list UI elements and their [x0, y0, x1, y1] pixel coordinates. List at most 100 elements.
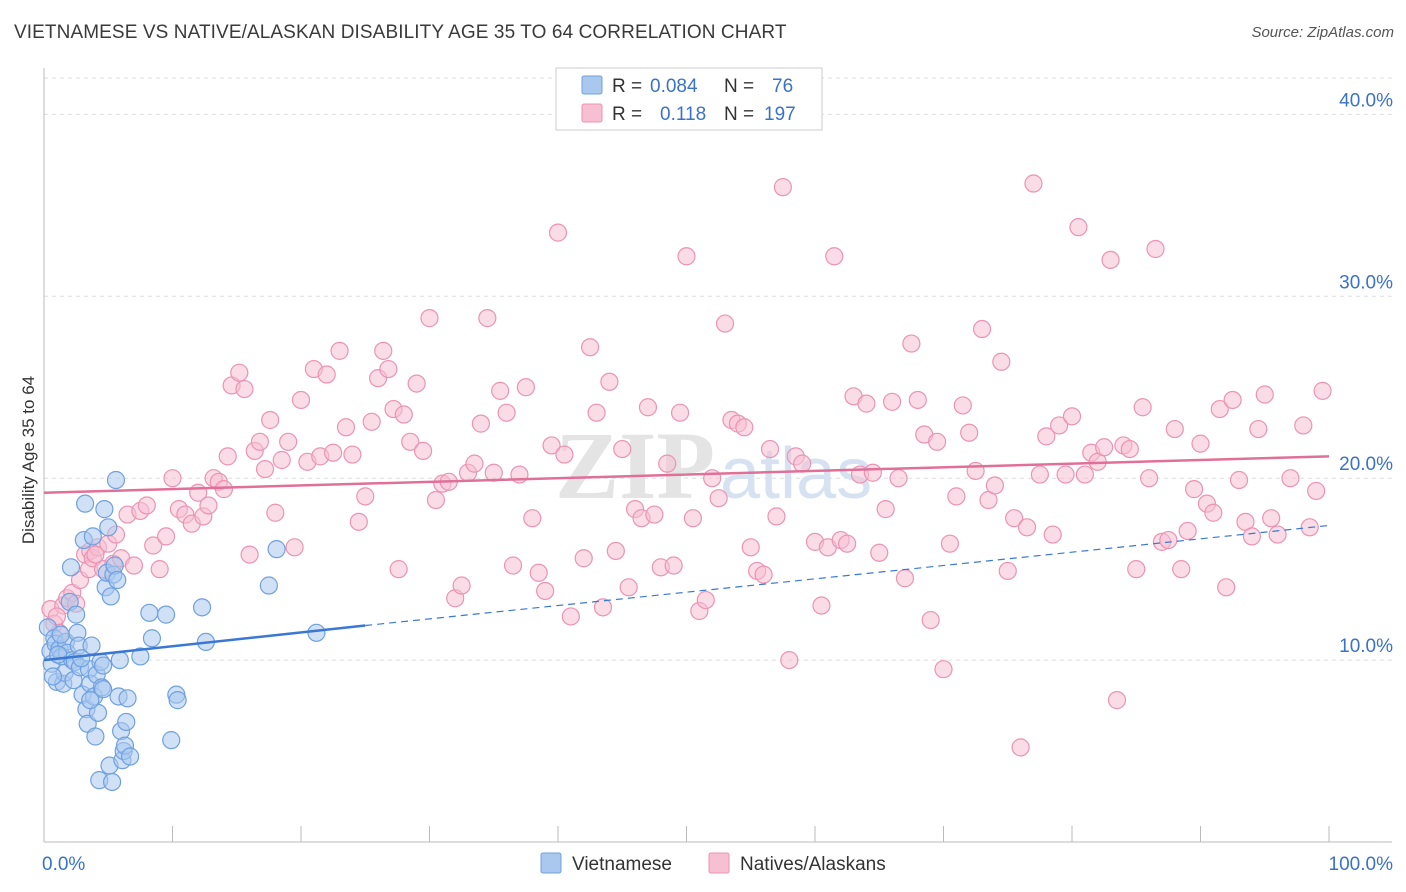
natives-point: [638, 398, 658, 417]
natives-point: [825, 247, 844, 266]
natives-point: [741, 538, 760, 557]
natives-point: [760, 439, 780, 459]
natives-point: [1050, 416, 1069, 435]
bottom-legend-swatch-natives: [708, 852, 730, 874]
vietnamese-point: [94, 680, 113, 699]
natives-point: [593, 598, 613, 617]
natives-point: [1011, 738, 1030, 757]
natives-point: [927, 432, 947, 451]
natives-point: [561, 607, 580, 626]
natives-point: [1037, 427, 1056, 446]
natives-point: [1095, 438, 1114, 457]
natives-point: [1281, 469, 1300, 488]
natives-point: [362, 412, 381, 431]
natives-point: [356, 487, 375, 506]
natives-point: [670, 403, 690, 422]
vietnamese-point: [120, 747, 140, 766]
vietnamese-point: [162, 731, 181, 750]
natives-point: [230, 363, 249, 382]
y-tick-label: 30.0%: [1339, 272, 1393, 293]
bottom-legend-label-vietnamese: Vietnamese: [572, 854, 672, 875]
natives-point: [420, 309, 439, 328]
natives-point: [491, 381, 510, 400]
natives-point: [285, 538, 304, 557]
natives-point: [214, 480, 233, 499]
natives-point: [1127, 560, 1146, 579]
natives-point: [998, 561, 1017, 581]
natives-point: [767, 507, 786, 526]
natives-point: [317, 365, 336, 384]
natives-point: [1146, 239, 1165, 259]
y-tick-label: 20.0%: [1339, 454, 1393, 475]
natives-point: [1210, 399, 1229, 419]
natives-point: [330, 341, 349, 360]
natives-trend-line: [43, 455, 1330, 494]
natives-point: [503, 556, 523, 575]
vietnamese-point: [67, 605, 86, 624]
natives-point: [613, 439, 632, 459]
chart-title: VIETNAMESE VS NATIVE/ALASKAN DISABILITY …: [14, 22, 787, 43]
natives-point: [947, 487, 966, 506]
natives-point: [1229, 470, 1249, 490]
vietnamese-point: [106, 470, 126, 490]
natives-point: [218, 447, 237, 466]
natives-point: [1172, 560, 1191, 579]
natives-point: [574, 549, 593, 568]
natives-point: [735, 418, 754, 437]
top-legend: R = 0.084 N = 76 R = 0.118 N = 197: [555, 67, 823, 131]
x-tick-label-max: 100.0%: [1329, 854, 1394, 875]
natives-point: [754, 565, 773, 584]
natives-point: [261, 410, 280, 430]
natives-point: [940, 534, 960, 553]
vietnamese-point: [168, 691, 187, 710]
legend-r-value-1: 0.084: [650, 76, 698, 97]
y-tick-label: 10.0%: [1339, 636, 1393, 657]
natives-point: [870, 543, 889, 562]
natives-point: [465, 454, 484, 473]
natives-point: [86, 545, 105, 564]
natives-point: [895, 569, 915, 588]
natives-point: [555, 445, 574, 464]
natives-point: [542, 436, 561, 455]
natives-point: [1030, 465, 1049, 484]
y-tick-label: 40.0%: [1339, 90, 1393, 111]
natives-point: [407, 374, 426, 393]
natives-point: [426, 490, 446, 510]
natives-point: [1223, 390, 1242, 410]
vietnamese-point: [49, 645, 68, 664]
natives-point: [857, 394, 876, 413]
natives-point: [324, 443, 343, 462]
vietnamese-point: [140, 603, 159, 622]
natives-point: [1268, 525, 1287, 544]
natives-point: [497, 403, 516, 422]
natives-point: [1159, 530, 1178, 550]
natives-point: [1294, 416, 1313, 435]
natives-point: [1017, 518, 1037, 537]
natives-point: [1043, 525, 1062, 544]
natives-point: [1075, 465, 1094, 484]
vietnamese-trend-extension: [365, 524, 1330, 627]
natives-point: [137, 496, 156, 515]
vietnamese-point: [51, 625, 70, 644]
natives-point: [581, 338, 600, 357]
natives-point: [235, 379, 254, 399]
natives-point: [619, 578, 638, 597]
vietnamese-point: [95, 500, 114, 519]
natives-point: [715, 314, 735, 333]
vietnamese-point: [156, 605, 176, 624]
natives-point: [677, 247, 696, 266]
natives-point: [529, 563, 548, 582]
natives-point: [1204, 503, 1223, 522]
vietnamese-point: [72, 649, 91, 668]
vietnamese-point: [94, 656, 113, 675]
natives-point: [336, 418, 356, 437]
natives-point: [658, 454, 677, 473]
y-axis-label: Disability Age 35 to 64: [19, 376, 38, 544]
natives-point: [124, 556, 144, 575]
natives-point: [908, 390, 927, 410]
natives-point: [683, 509, 703, 528]
natives-point: [279, 432, 298, 451]
natives-point: [709, 489, 728, 508]
natives-point: [1062, 407, 1082, 426]
